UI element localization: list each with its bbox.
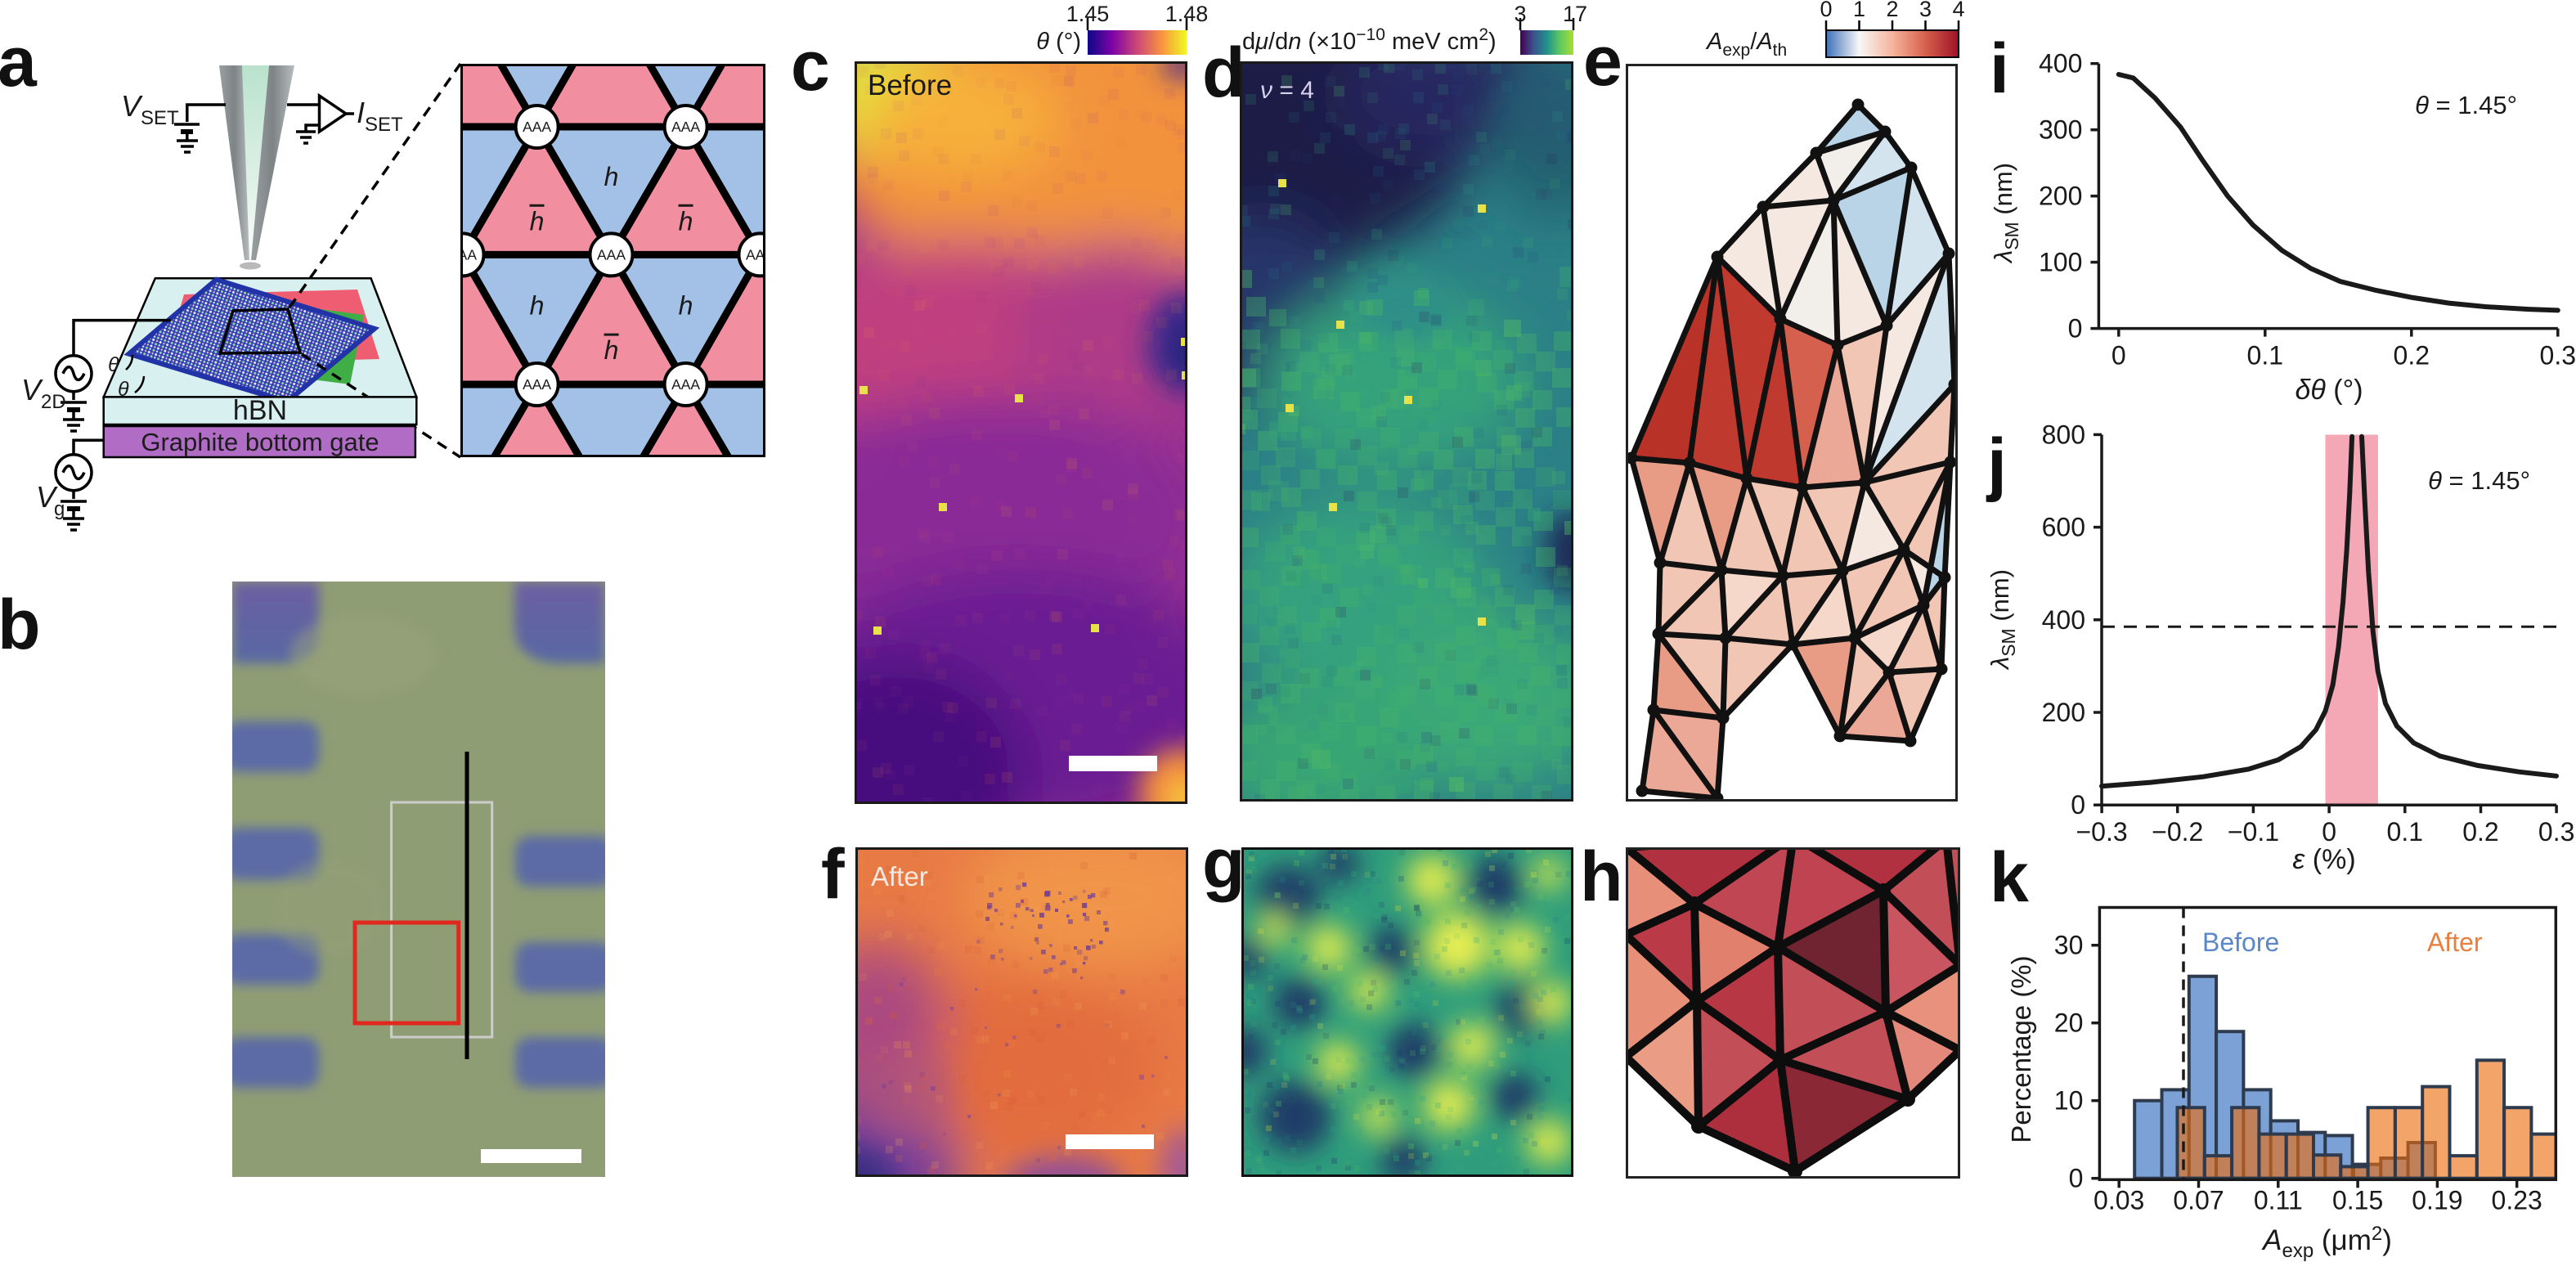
svg-text:I: I xyxy=(357,96,365,129)
svg-text:0: 0 xyxy=(2322,817,2336,847)
svg-text:h: h xyxy=(604,335,619,365)
svg-text:1: 1 xyxy=(1853,0,1865,21)
svg-text:2D: 2D xyxy=(41,391,66,413)
svg-text:3: 3 xyxy=(1919,0,1932,21)
svg-text:h: h xyxy=(679,290,693,320)
svg-text:V: V xyxy=(36,480,58,514)
svg-text:h: h xyxy=(679,206,693,236)
svg-text:λSM (nm): λSM (nm) xyxy=(1989,163,2022,264)
svg-text:θ: θ xyxy=(108,353,119,376)
svg-text:After: After xyxy=(871,861,928,891)
svg-text:0.1: 0.1 xyxy=(2387,817,2423,847)
svg-text:dμ/dn (×10−10 meV cm2): dμ/dn (×10−10 meV cm2) xyxy=(1242,25,1497,55)
svg-text:300: 300 xyxy=(2039,115,2082,145)
svg-text:Before: Before xyxy=(2202,927,2279,957)
svg-text:h: h xyxy=(530,206,545,236)
svg-text:AAA: AAA xyxy=(523,376,551,393)
svg-text:h: h xyxy=(530,290,545,320)
svg-text:hBN: hBN xyxy=(233,395,287,426)
svg-text:0.3: 0.3 xyxy=(2540,341,2576,371)
svg-text:δθ (°): δθ (°) xyxy=(2295,375,2363,406)
svg-text:AAA: AAA xyxy=(597,246,626,263)
svg-text:Aexp/Ath: Aexp/Ath xyxy=(1705,29,1787,60)
svg-text:0: 0 xyxy=(2069,1164,2084,1193)
svg-text:20: 20 xyxy=(2054,1008,2084,1038)
svg-text:17: 17 xyxy=(1563,2,1587,26)
svg-text:h: h xyxy=(604,162,619,191)
svg-text:200: 200 xyxy=(2039,182,2082,211)
svg-text:SET: SET xyxy=(141,107,179,129)
svg-text:0.03: 0.03 xyxy=(2094,1185,2144,1215)
svg-text:ν = 4: ν = 4 xyxy=(1260,77,1314,104)
svg-text:4: 4 xyxy=(1952,0,1964,21)
svg-text:0.1: 0.1 xyxy=(2247,341,2283,371)
svg-text:Aexp (μm2): Aexp (μm2) xyxy=(2261,1223,2392,1262)
svg-text:After: After xyxy=(2427,927,2483,957)
svg-text:1.48: 1.48 xyxy=(1165,2,1209,26)
svg-text:AAA: AAA xyxy=(746,246,765,263)
svg-text:0: 0 xyxy=(2112,341,2126,371)
svg-text:AAA: AAA xyxy=(671,119,700,135)
svg-text:2: 2 xyxy=(1886,0,1898,21)
svg-text:AAA: AAA xyxy=(671,376,700,393)
svg-text:SET: SET xyxy=(365,114,403,136)
svg-text:10: 10 xyxy=(2054,1086,2084,1116)
svg-text:V: V xyxy=(21,373,43,406)
svg-text:30: 30 xyxy=(2054,931,2084,960)
svg-text:−0.1: −0.1 xyxy=(2228,817,2279,847)
svg-text:θ: θ xyxy=(118,378,129,401)
svg-text:0.11: 0.11 xyxy=(2254,1185,2303,1215)
svg-text:λSM (nm): λSM (nm) xyxy=(1986,569,2019,671)
svg-text:AAA: AAA xyxy=(523,119,551,135)
svg-text:AAA: AAA xyxy=(460,246,477,263)
svg-text:V: V xyxy=(121,89,143,123)
svg-text:0.3: 0.3 xyxy=(2538,817,2574,847)
svg-text:0.2: 0.2 xyxy=(2462,817,2498,847)
svg-text:3: 3 xyxy=(1514,2,1526,26)
svg-text:0: 0 xyxy=(2068,314,2083,344)
svg-text:0.15: 0.15 xyxy=(2332,1185,2383,1215)
svg-text:Graphite bottom gate: Graphite bottom gate xyxy=(141,428,379,456)
svg-text:200: 200 xyxy=(2042,698,2085,727)
svg-text:ε (%): ε (%) xyxy=(2292,844,2355,875)
svg-text:0.23: 0.23 xyxy=(2492,1185,2542,1215)
svg-text:−0.2: −0.2 xyxy=(2152,817,2203,847)
svg-text:800: 800 xyxy=(2042,420,2085,449)
svg-text:θ = 1.45°: θ = 1.45° xyxy=(2415,91,2517,119)
svg-text:1.45: 1.45 xyxy=(1066,2,1110,26)
svg-text:400: 400 xyxy=(2042,605,2085,635)
svg-text:0.2: 0.2 xyxy=(2394,341,2430,371)
svg-text:−0.3: −0.3 xyxy=(2076,817,2127,847)
svg-text:Before: Before xyxy=(868,70,952,101)
svg-text:400: 400 xyxy=(2039,49,2082,79)
svg-text:600: 600 xyxy=(2042,513,2085,542)
svg-text:0: 0 xyxy=(1820,0,1832,21)
svg-text:g: g xyxy=(54,498,65,520)
svg-text:θ = 1.45°: θ = 1.45° xyxy=(2428,466,2530,495)
svg-text:Percentage (%): Percentage (%) xyxy=(2006,955,2036,1143)
svg-text:θ (°): θ (°) xyxy=(1036,29,1081,55)
svg-text:0.19: 0.19 xyxy=(2412,1185,2462,1215)
svg-text:100: 100 xyxy=(2039,248,2082,277)
svg-text:0.07: 0.07 xyxy=(2173,1185,2224,1215)
svg-text:0: 0 xyxy=(2071,790,2085,820)
